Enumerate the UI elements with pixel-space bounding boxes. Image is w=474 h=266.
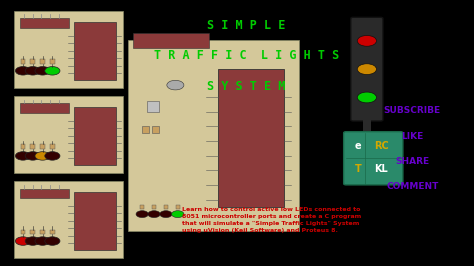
Bar bbox=[20, 103, 69, 113]
Bar bbox=[133, 33, 209, 48]
Circle shape bbox=[15, 237, 30, 245]
Circle shape bbox=[357, 92, 376, 103]
FancyBboxPatch shape bbox=[14, 181, 123, 258]
Circle shape bbox=[45, 66, 60, 75]
Bar bbox=[20, 18, 69, 28]
Circle shape bbox=[167, 80, 184, 90]
Bar bbox=[30, 59, 35, 64]
Bar bbox=[74, 107, 116, 165]
Text: e: e bbox=[355, 141, 361, 151]
Text: SHARE: SHARE bbox=[395, 157, 429, 166]
Circle shape bbox=[45, 152, 60, 160]
Text: Learn how to control active low LEDs connected to
8051 microcontroller ports and: Learn how to control active low LEDs con… bbox=[182, 207, 362, 234]
Circle shape bbox=[160, 211, 172, 218]
Bar bbox=[20, 144, 25, 149]
Bar bbox=[140, 205, 144, 209]
Bar bbox=[20, 59, 25, 64]
Bar bbox=[20, 230, 25, 234]
Circle shape bbox=[136, 211, 148, 218]
Text: KL: KL bbox=[374, 164, 388, 174]
Circle shape bbox=[25, 237, 40, 245]
Bar bbox=[363, 120, 371, 138]
Bar bbox=[50, 59, 55, 64]
Bar bbox=[40, 59, 45, 64]
Circle shape bbox=[172, 211, 184, 218]
Bar bbox=[50, 230, 55, 234]
Bar bbox=[152, 126, 159, 133]
Bar bbox=[40, 144, 45, 149]
Circle shape bbox=[25, 66, 40, 75]
Bar bbox=[50, 144, 55, 149]
Circle shape bbox=[15, 152, 30, 160]
FancyBboxPatch shape bbox=[14, 11, 123, 88]
Bar bbox=[40, 230, 45, 234]
Circle shape bbox=[148, 211, 160, 218]
Text: T: T bbox=[355, 164, 361, 174]
Circle shape bbox=[35, 237, 50, 245]
Bar bbox=[30, 144, 35, 149]
Circle shape bbox=[45, 237, 60, 245]
Bar bbox=[20, 189, 69, 198]
Text: RC: RC bbox=[374, 141, 389, 151]
Circle shape bbox=[35, 66, 50, 75]
Text: T R A F F I C  L I G H T S: T R A F F I C L I G H T S bbox=[154, 49, 339, 62]
Bar bbox=[30, 230, 35, 234]
FancyBboxPatch shape bbox=[344, 132, 403, 185]
Circle shape bbox=[357, 35, 376, 46]
Bar bbox=[74, 193, 116, 250]
FancyBboxPatch shape bbox=[351, 17, 383, 121]
Bar bbox=[176, 205, 180, 209]
FancyBboxPatch shape bbox=[128, 40, 299, 231]
Bar bbox=[164, 205, 168, 209]
Circle shape bbox=[357, 64, 376, 74]
Text: COMMENT: COMMENT bbox=[386, 182, 438, 191]
Bar bbox=[348, 138, 385, 142]
Bar bbox=[152, 205, 156, 209]
Circle shape bbox=[35, 152, 50, 160]
Text: LIKE: LIKE bbox=[401, 132, 423, 141]
Text: S Y S T E M: S Y S T E M bbox=[207, 80, 286, 93]
Circle shape bbox=[25, 152, 40, 160]
Text: S I M P L E: S I M P L E bbox=[207, 19, 286, 32]
Circle shape bbox=[15, 66, 30, 75]
Bar bbox=[147, 101, 159, 112]
Bar bbox=[74, 22, 116, 80]
Text: SUBSCRIBE: SUBSCRIBE bbox=[384, 106, 441, 115]
FancyBboxPatch shape bbox=[14, 96, 123, 173]
Bar bbox=[142, 126, 149, 133]
Bar bbox=[218, 69, 284, 207]
